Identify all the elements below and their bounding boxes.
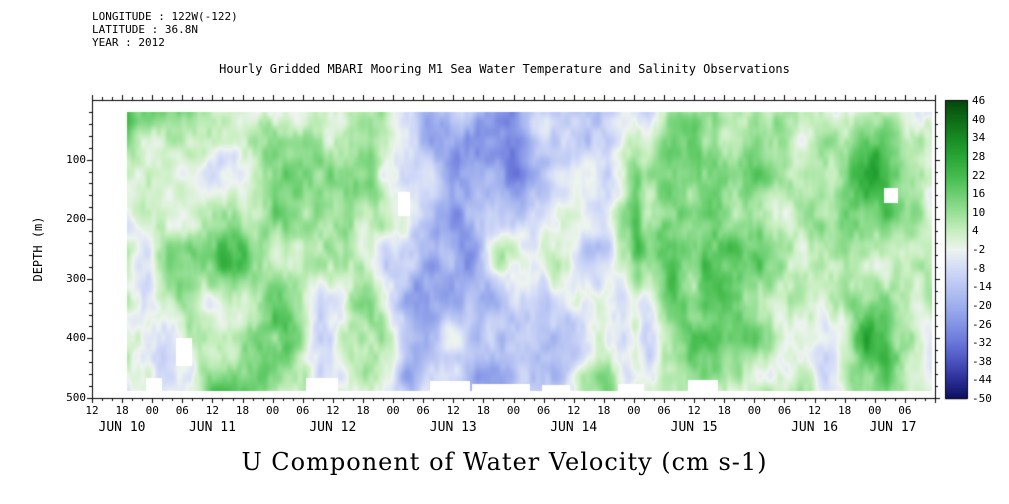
y-axis-title: DEPTH (m)	[31, 216, 45, 282]
latitude-label: LATITUDE : 36.8N	[92, 23, 198, 36]
x-axis-variable-label: U Component of Water Velocity (cm s-1)	[241, 448, 768, 476]
station-info: LONGITUDE : 122W(-122) LATITUDE : 36.8N …	[92, 10, 238, 49]
plot-title: Hourly Gridded MBARI Mooring M1 Sea Wate…	[219, 62, 790, 76]
year-label: YEAR : 2012	[92, 36, 165, 49]
longitude-label: LONGITUDE : 122W(-122)	[92, 10, 238, 23]
